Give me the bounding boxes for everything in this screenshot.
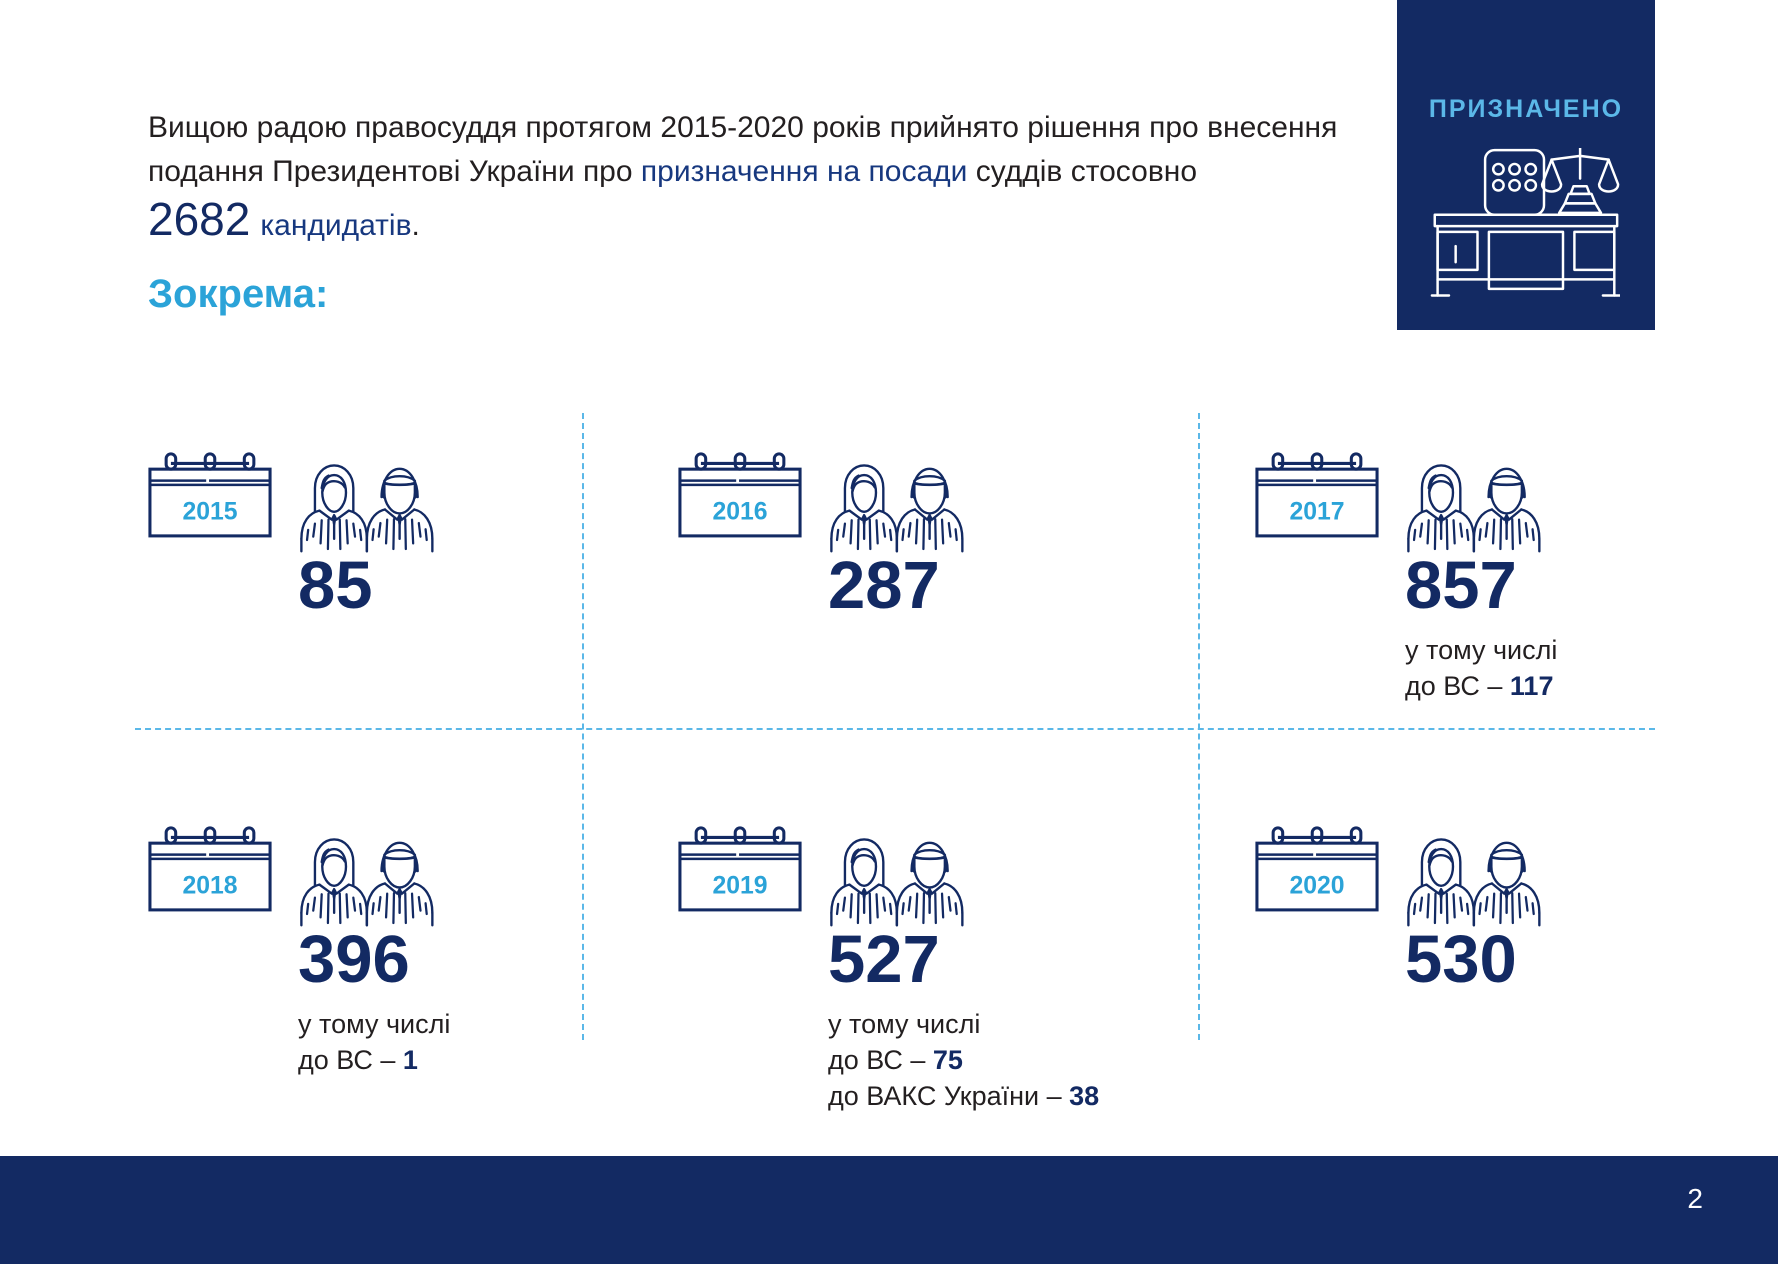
svg-text:2017: 2017 xyxy=(1289,499,1344,526)
svg-text:2018: 2018 xyxy=(182,873,237,900)
svg-text:2020: 2020 xyxy=(1289,873,1344,900)
svg-text:2019: 2019 xyxy=(712,873,767,900)
svg-text:2016: 2016 xyxy=(712,499,767,526)
svg-text:2015: 2015 xyxy=(182,499,237,526)
